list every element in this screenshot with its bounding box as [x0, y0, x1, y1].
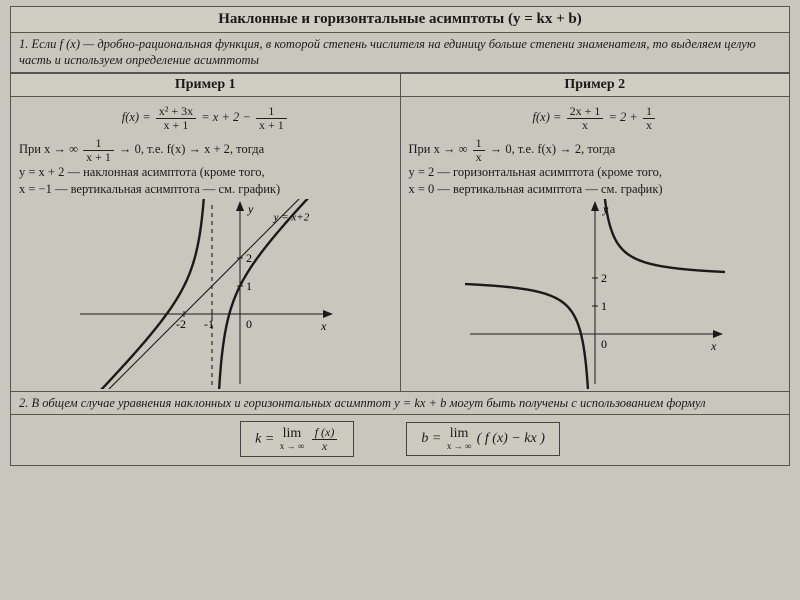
- formula-b: b = lim x → ∞ ( f (x) − kx ): [406, 422, 560, 456]
- svg-text:-2: -2: [176, 317, 186, 331]
- svg-text:0: 0: [601, 337, 607, 351]
- example-1-cell: f(x) = x² + 3x x + 1 = x + 2 − 1 x + 1 П…: [11, 97, 401, 392]
- lim-b: lim x → ∞: [447, 427, 471, 451]
- ex2-line4: x = 0 — вертикальная асимптота — см. гра…: [409, 181, 782, 198]
- ex1-mid: = x + 2 −: [201, 110, 251, 124]
- ex2-line2-frac: 1 x: [473, 137, 485, 163]
- example-2-header: Пример 2: [400, 74, 790, 97]
- ex1-line2: При x → ∞ 1 x + 1 → 0, т.е. f(x) → x + 2…: [19, 137, 392, 163]
- page-title: Наклонные и горизонтальные асимптоты (y …: [10, 6, 790, 33]
- ex2-equation: f(x) = 2x + 1 x = 2 + 1 x: [409, 105, 782, 131]
- svg-text:y: y: [247, 202, 254, 216]
- ex2-frac1: 2x + 1 x: [567, 105, 604, 131]
- svg-text:2: 2: [246, 251, 252, 265]
- ex1-equation: f(x) = x² + 3x x + 1 = x + 2 − 1 x + 1: [19, 105, 392, 131]
- rule-2: 2. В общем случае уравнения наклонных и …: [10, 392, 790, 415]
- rule-2-num: 2.: [19, 396, 28, 410]
- svg-text:x: x: [320, 319, 327, 333]
- example-1-header: Пример 1: [11, 74, 401, 97]
- svg-text:2: 2: [601, 271, 607, 285]
- formula-row: k = lim x → ∞ f (x) x b = lim x → ∞ ( f …: [10, 415, 790, 466]
- svg-text:1: 1: [601, 299, 607, 313]
- formula-k: k = lim x → ∞ f (x) x: [240, 421, 354, 457]
- rule-1-num: 1.: [19, 37, 28, 51]
- title-text: Наклонные и горизонтальные асимптоты (y …: [218, 11, 582, 27]
- ex2-mid: = 2 +: [608, 110, 637, 124]
- lim-k: lim x → ∞: [280, 427, 304, 451]
- svg-text:x: x: [710, 339, 717, 353]
- ex1-fx-lhs: f(x) =: [122, 110, 151, 124]
- ex1-line3: y = x + 2 — наклонная асимптота (кроме т…: [19, 164, 392, 181]
- ex2-chart: 120xy: [465, 199, 725, 389]
- rule-1: 1. Если f (x) — дробно-рациональная функ…: [10, 33, 790, 73]
- ex2-frac2: 1 x: [643, 105, 655, 131]
- rule-2-text: В общем случае уравнения наклонных и гор…: [32, 396, 706, 410]
- ex2-fx-lhs: f(x) =: [533, 110, 562, 124]
- ex1-frac2: 1 x + 1: [256, 105, 287, 131]
- rule-1-text: Если f (x) — дробно-рациональная функция…: [19, 37, 756, 67]
- svg-text:0: 0: [246, 317, 252, 331]
- formula-k-frac: f (x) x: [312, 426, 338, 452]
- page: Наклонные и горизонтальные асимптоты (y …: [0, 0, 800, 600]
- examples-table: Пример 1 Пример 2 f(x) = x² + 3x x + 1 =…: [10, 73, 790, 392]
- ex2-line2: При x → ∞ 1 x → 0, т.е. f(x) → 2, тогда: [409, 137, 782, 163]
- ex1-frac1: x² + 3x x + 1: [156, 105, 196, 131]
- svg-text:1: 1: [246, 279, 252, 293]
- ex1-line4: x = −1 — вертикальная асимптота — см. гр…: [19, 181, 392, 198]
- ex1-line2-frac: 1 x + 1: [83, 137, 114, 163]
- ex2-line3: y = 2 — горизонтальная асимптота (кроме …: [409, 164, 782, 181]
- example-2-cell: f(x) = 2x + 1 x = 2 + 1 x При x → ∞ 1: [400, 97, 790, 392]
- ex1-chart: 12-2-10xyy = x+2: [75, 199, 335, 389]
